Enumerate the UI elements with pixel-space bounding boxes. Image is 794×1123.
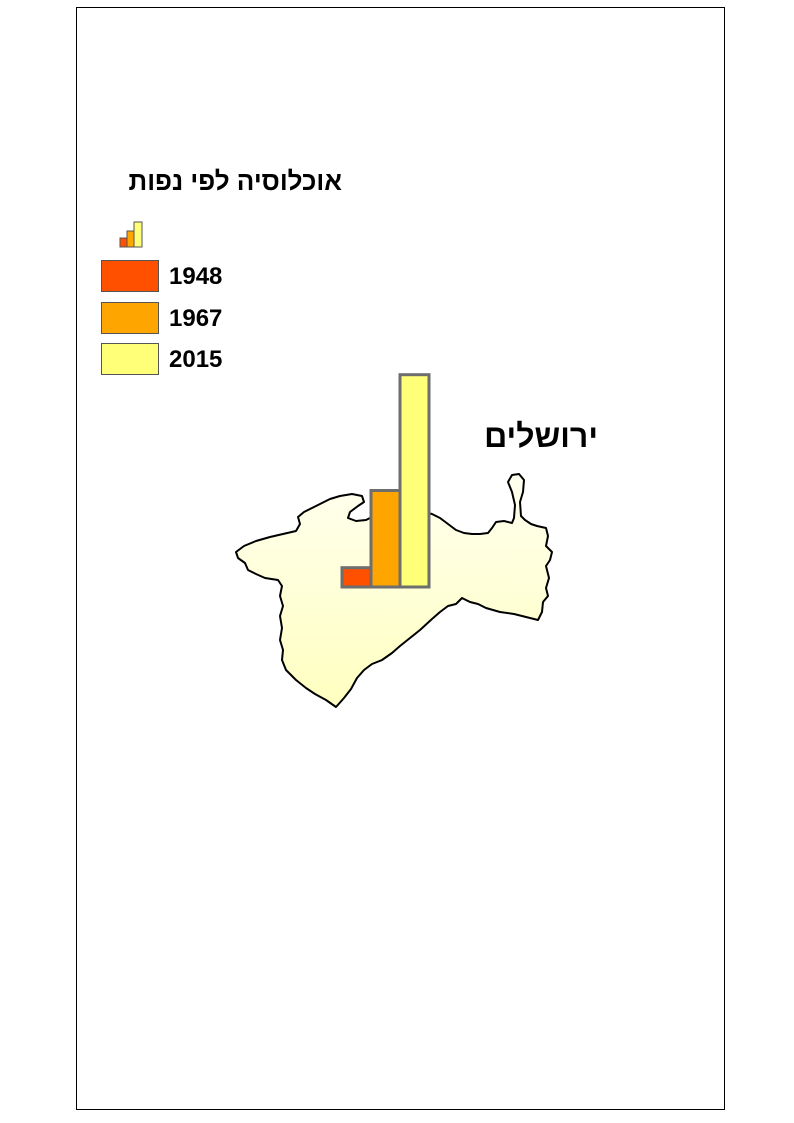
legend-label: 2015	[169, 346, 223, 373]
legend-swatch	[101, 260, 159, 292]
legend-swatch	[101, 343, 159, 375]
bar-1967	[369, 489, 402, 589]
bar-2015	[398, 373, 431, 589]
population-bar-chart	[340, 373, 431, 589]
legend-label: 1948	[169, 263, 223, 290]
legend-title: אוכלוסיה לפי נפות	[128, 166, 342, 196]
jerusalem-district-shape[interactable]	[235, 473, 553, 708]
district-label: ירושלים	[484, 418, 598, 454]
map-frame	[76, 7, 725, 1110]
bar-1948	[340, 566, 373, 589]
bar-chart-icon	[119, 221, 143, 248]
legend-label: 1967	[169, 305, 223, 332]
legend-swatch	[101, 302, 159, 334]
